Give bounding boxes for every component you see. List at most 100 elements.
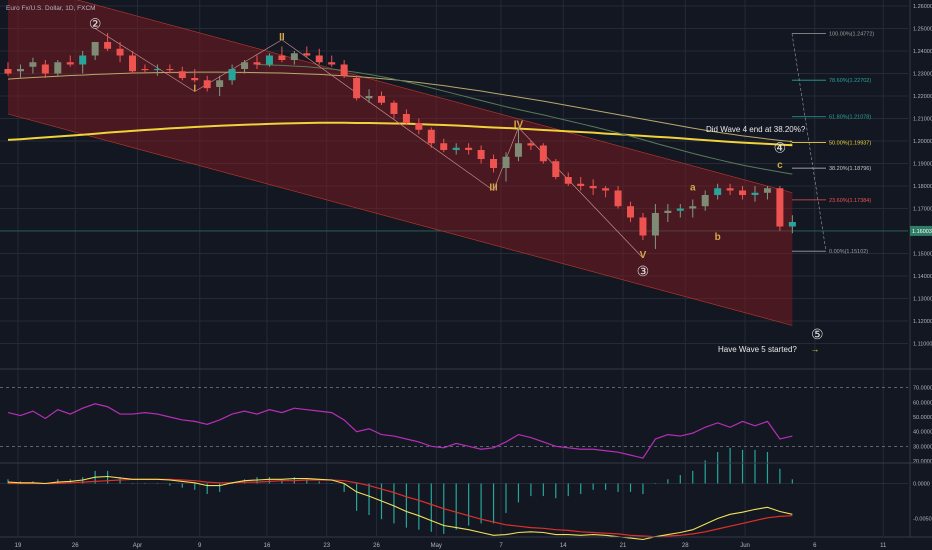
candle-body xyxy=(676,208,684,211)
macd-histogram-bar xyxy=(605,483,607,490)
macd-histogram-bar xyxy=(530,483,532,497)
macd-histogram-bar xyxy=(131,483,134,484)
macd-histogram-bar xyxy=(194,483,196,490)
candle-body xyxy=(788,222,796,227)
fib-level-label: 78.60%(1.22702) xyxy=(829,78,871,84)
candle-body xyxy=(589,186,597,189)
candle-body xyxy=(16,69,24,72)
macd-histogram-bar xyxy=(741,449,744,484)
macd-histogram-bar xyxy=(567,483,569,497)
candle-body xyxy=(265,55,273,65)
candle-body xyxy=(91,42,99,56)
candle-body xyxy=(66,62,74,65)
macd-histogram-bar xyxy=(704,460,706,484)
macd-histogram-bar xyxy=(393,483,395,524)
candle-body xyxy=(191,78,199,81)
macd-histogram-bar xyxy=(455,483,457,530)
y-tick-label: 1.22000 xyxy=(913,94,932,100)
y-tick-label: 1.23000 xyxy=(913,72,932,78)
candle-body xyxy=(315,55,323,63)
candle-body xyxy=(739,190,747,195)
macd-histogram-bar xyxy=(580,483,582,494)
macd-histogram-bar xyxy=(181,483,183,488)
fib-level-label: 0.00%(1.15102) xyxy=(829,249,868,255)
wave-label: b xyxy=(715,232,721,243)
candle-body xyxy=(639,217,647,236)
candle-body xyxy=(141,69,149,71)
x-tick-label: 9 xyxy=(198,543,202,549)
macd-histogram-bar xyxy=(306,479,308,484)
macd-histogram-bar xyxy=(7,479,9,484)
arrow-right-icon: → xyxy=(811,344,820,354)
pane-separators xyxy=(0,0,932,538)
fib-level-label: 50.00%(1.19937) xyxy=(829,140,871,146)
candle-body xyxy=(465,147,473,150)
candle-body xyxy=(664,210,672,213)
grid-lines xyxy=(0,0,908,536)
candle-body xyxy=(539,145,547,162)
x-tick-label: 11 xyxy=(880,543,887,549)
y-tick-label: 1.26000 xyxy=(913,4,932,10)
rsi-tick-label: 50.0000 xyxy=(913,415,932,421)
y-tick-label: 1.17000 xyxy=(913,207,932,213)
x-tick-label: 23 xyxy=(323,543,330,549)
candle-body xyxy=(490,159,498,168)
candle-body xyxy=(104,42,112,49)
candle-body xyxy=(726,188,734,191)
fib-level-label: 38.20%(1.18796) xyxy=(829,166,871,172)
rsi-tick-label: 60.0000 xyxy=(913,400,932,406)
macd-histogram-bar xyxy=(231,483,233,484)
wave-count-lines xyxy=(94,28,644,259)
wave-label: III xyxy=(489,183,498,194)
candle-body xyxy=(303,53,311,56)
macd-histogram-bar xyxy=(418,483,420,530)
rsi-pane: 70.0000 60.0000 50.0000 40.0000 30.0000 20.00… xyxy=(0,386,932,465)
candle-body xyxy=(502,156,510,168)
wave-label: ④ xyxy=(774,139,787,155)
macd-histogram-bar xyxy=(592,483,594,490)
macd-histogram-bar xyxy=(405,483,407,528)
candle-body xyxy=(365,96,373,99)
macd-histogram-bar xyxy=(206,483,208,494)
candle-body xyxy=(353,78,361,99)
candle-body xyxy=(166,69,174,71)
time-axis[interactable]: 1926Apr9162326May7142128Jun6111825 xyxy=(15,543,932,549)
candle-body xyxy=(564,177,572,184)
macd-histogram-bar xyxy=(318,481,320,484)
x-tick-label: 16 xyxy=(264,543,271,549)
macd-histogram-bar xyxy=(729,447,731,484)
moving-average-line xyxy=(7,121,793,147)
candle-body xyxy=(701,195,709,207)
price-axis[interactable]: 1.26000 1.25000 1.24000 1.23000 1.22000 1.210… xyxy=(910,4,932,348)
candle-body xyxy=(477,150,485,159)
candle-body xyxy=(751,192,759,195)
macd-histogram-bar xyxy=(642,483,644,494)
candle-body xyxy=(602,188,610,191)
candle-body xyxy=(552,161,560,177)
macd-histogram-bar xyxy=(779,468,781,484)
x-tick-label: 26 xyxy=(72,543,79,549)
macd-histogram-bar xyxy=(766,452,769,484)
y-tick-label: 1.15000 xyxy=(913,252,932,258)
symbol-title: Euro Fx/U.S. Dollar, 1D, FXCM xyxy=(6,5,96,12)
candle-body xyxy=(627,206,634,218)
macd-histogram-bar xyxy=(505,483,507,513)
candle-body xyxy=(203,80,211,89)
rsi-line xyxy=(7,403,793,459)
rsi-tick-label: 70.0000 xyxy=(913,386,932,392)
macd-histogram-bar xyxy=(430,483,432,532)
candle-body xyxy=(129,55,136,72)
y-tick-label: 1.14000 xyxy=(913,274,932,280)
candle-body xyxy=(178,71,186,78)
candle-body xyxy=(328,62,336,65)
wave-label: I xyxy=(193,84,196,95)
channel-upper xyxy=(76,0,793,194)
macd-histogram-bar xyxy=(107,470,109,484)
macd-histogram-bar xyxy=(542,483,544,497)
candle-body xyxy=(514,143,522,157)
macd-histogram-bar xyxy=(281,479,283,484)
candle-body xyxy=(527,143,535,146)
